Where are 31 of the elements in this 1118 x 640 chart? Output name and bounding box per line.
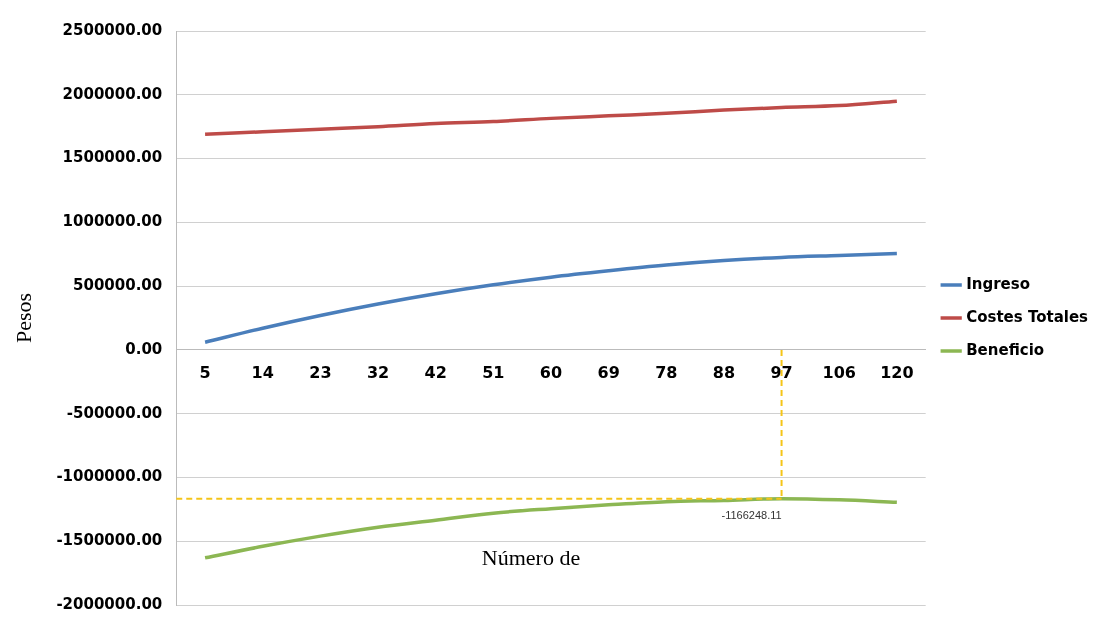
x-tick-label: 32 [366, 362, 390, 382]
line-series [203, 99, 899, 137]
x-tick-label: 69 [597, 362, 620, 382]
x-tick-label: 97 [770, 362, 793, 382]
x-axis-title: Número de [481, 545, 581, 570]
y-tick-label: 2500000.00 [62, 20, 163, 39]
x-tick-label: 120 [880, 362, 914, 382]
x-tick-label: 23 [309, 362, 332, 382]
x-tick-label: 51 [482, 362, 505, 382]
y-axis-title: Pesos [10, 292, 36, 344]
x-tick-label: 106 [822, 362, 856, 382]
x-tick-label: 88 [712, 362, 736, 382]
legend-label: Ingreso [966, 274, 1030, 293]
x-tick-label: 5 [199, 362, 211, 382]
y-tick-label: 500000.00 [73, 276, 163, 294]
y-tick-label: -500000.00 [66, 403, 163, 422]
x-tick-label: 42 [424, 362, 447, 382]
x-tick-label: 78 [655, 362, 678, 382]
y-tick-label: -1500000.00 [56, 531, 163, 550]
y-tick-label: 1000000.00 [62, 212, 163, 231]
annotation: -1166248.11 [721, 508, 782, 521]
x-tick-label: 14 [251, 362, 274, 382]
y-tick-label: 1500000.00 [62, 148, 163, 167]
legend-label: Costes Totales [966, 307, 1089, 326]
x-tick-label: 60 [539, 362, 563, 382]
line-series [203, 251, 899, 344]
y-tick-label: -2000000.00 [56, 594, 163, 613]
y-tick-label: 2000000.00 [62, 84, 163, 103]
y-tick-label: -1000000.00 [56, 467, 163, 486]
y-tick-label: 0.00 [125, 339, 163, 358]
legend-label: Beneficio [966, 340, 1045, 359]
